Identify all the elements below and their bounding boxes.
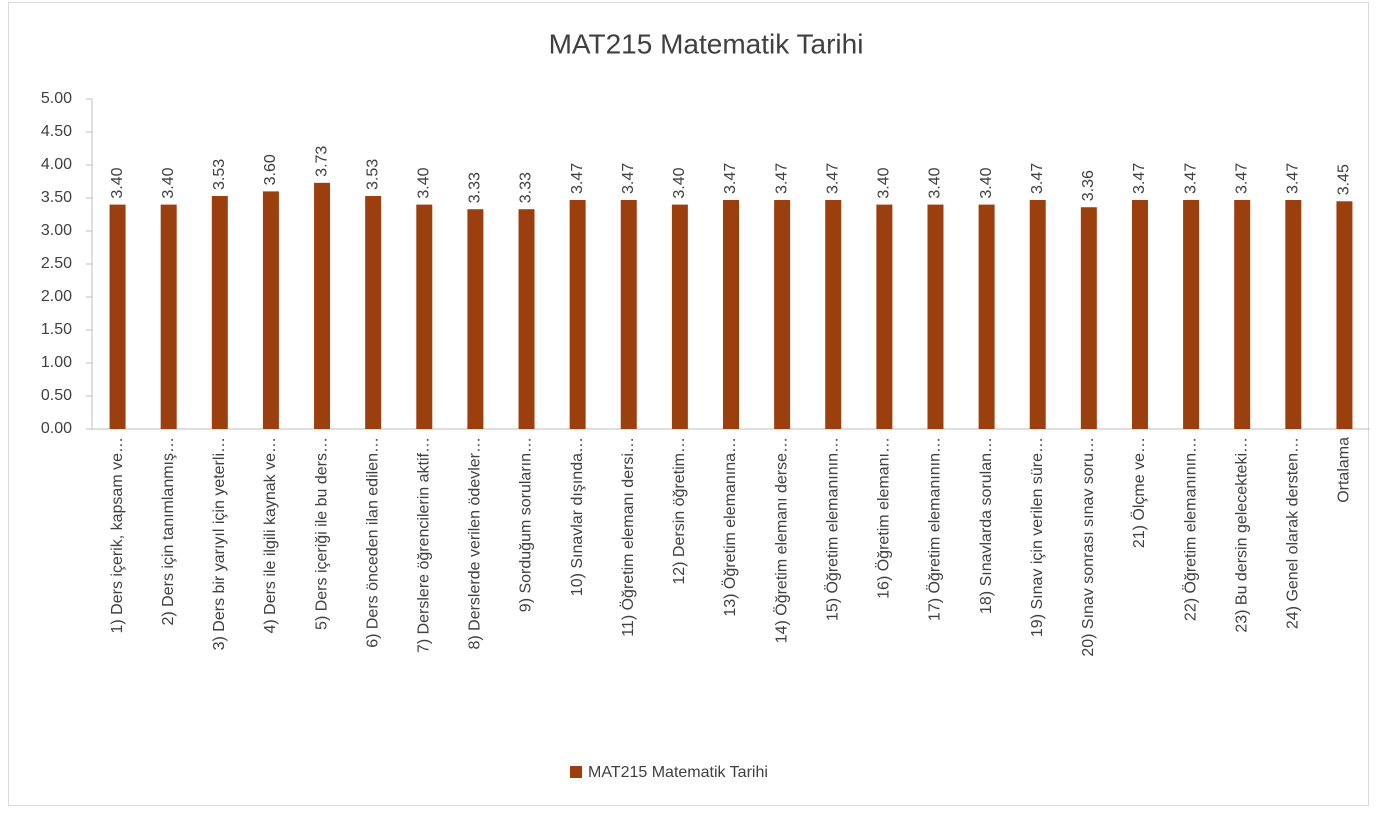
legend-label: MAT215 Matematik Tarihi bbox=[588, 764, 768, 781]
x-tick-label: 16) Öğretim elemanı… bbox=[875, 437, 893, 599]
bar bbox=[211, 196, 228, 429]
x-tick-label: 13) Öğretim elemanına… bbox=[721, 437, 739, 617]
y-tick-label: 4.00 bbox=[41, 156, 72, 173]
y-tick-label: 2.50 bbox=[41, 255, 72, 272]
bar bbox=[467, 209, 484, 429]
x-tick-label: 5) Ders içeriği ile bu ders… bbox=[313, 437, 330, 630]
y-tick-label: 1.50 bbox=[41, 321, 72, 338]
y-tick-label: 0.00 bbox=[41, 420, 72, 437]
bar bbox=[978, 204, 995, 429]
data-label: 3.53 bbox=[211, 159, 228, 190]
bar bbox=[365, 196, 382, 429]
bar bbox=[160, 204, 177, 429]
bar bbox=[1183, 199, 1200, 429]
y-tick-label: 2.00 bbox=[41, 288, 72, 305]
y-tick-label: 5.00 bbox=[41, 90, 72, 107]
x-tick-label: 4) Ders ile ilgili kaynak ve… bbox=[262, 437, 279, 634]
x-tick-label: 22) Öğretim elemanının… bbox=[1181, 437, 1199, 621]
x-tick-label: 21) Ölçme ve… bbox=[1130, 437, 1148, 548]
bar bbox=[876, 204, 893, 429]
bar bbox=[1029, 199, 1046, 429]
x-tick-label: 15) Öğretim elemanının… bbox=[823, 437, 841, 621]
y-tick-label: 3.00 bbox=[41, 222, 72, 239]
data-label: 3.47 bbox=[1285, 163, 1302, 194]
data-label: 3.40 bbox=[109, 167, 126, 198]
x-tick-label: 11) Öğretim elemanı dersi… bbox=[619, 437, 637, 637]
y-tick-label: 4.50 bbox=[41, 123, 72, 140]
bar bbox=[416, 204, 433, 429]
bar bbox=[262, 191, 279, 429]
x-tick-label: 8) Derslerde verilen ödevler… bbox=[467, 437, 484, 650]
bar bbox=[1285, 199, 1302, 429]
x-tick-label: 24) Genel olarak dersten… bbox=[1285, 437, 1302, 629]
x-tick-label: 19) Sınav için verilen süre… bbox=[1029, 437, 1046, 637]
chart-title: MAT215 Matematik Tarihi bbox=[549, 28, 864, 59]
x-tick-label: 18) Sınavlarda sorulan… bbox=[978, 437, 995, 614]
x-tick-label: 3) Ders bir yarıyıl için yeterli… bbox=[211, 437, 228, 650]
data-label: 3.47 bbox=[1131, 163, 1148, 194]
data-label: 3.73 bbox=[313, 146, 330, 177]
x-tick-label: 14) Öğretim elemanı derse… bbox=[772, 437, 790, 643]
data-label: 3.45 bbox=[1336, 164, 1353, 195]
bar bbox=[671, 204, 688, 429]
y-tick-label: 1.00 bbox=[41, 354, 72, 371]
data-label: 3.47 bbox=[722, 163, 739, 194]
bar bbox=[927, 204, 944, 429]
bar bbox=[825, 199, 842, 429]
data-label: 3.47 bbox=[824, 163, 841, 194]
data-label: 3.47 bbox=[569, 163, 586, 194]
x-tick-label: 1) Ders içerik, kapsam ve… bbox=[109, 437, 126, 634]
legend-swatch bbox=[570, 766, 582, 778]
bar bbox=[1080, 207, 1097, 429]
data-label: 3.60 bbox=[262, 154, 279, 185]
data-label: 3.47 bbox=[773, 163, 790, 194]
data-label: 3.33 bbox=[518, 172, 535, 203]
data-label: 3.40 bbox=[671, 167, 688, 198]
bar bbox=[723, 199, 739, 429]
x-tick-label: 12) Dersin öğretim… bbox=[671, 437, 688, 585]
bar bbox=[1234, 199, 1251, 429]
x-tick-label: 7) Derslere öğrencilerin aktif… bbox=[415, 437, 432, 653]
data-label: 3.40 bbox=[415, 167, 432, 198]
bar bbox=[569, 199, 586, 429]
data-label: 3.33 bbox=[467, 172, 484, 203]
x-tick-label: 23) Bu dersin gelecekteki… bbox=[1233, 437, 1250, 633]
data-label: 3.47 bbox=[1233, 163, 1250, 194]
bar bbox=[518, 209, 535, 429]
y-tick-label: 0.50 bbox=[41, 387, 72, 404]
bar bbox=[1336, 201, 1353, 429]
bar bbox=[1131, 199, 1148, 429]
data-label: 3.47 bbox=[620, 163, 637, 194]
bar bbox=[620, 199, 637, 429]
data-label: 3.40 bbox=[160, 167, 177, 198]
data-label: 3.53 bbox=[364, 159, 381, 190]
x-tick-label: 6) Ders önceden ilan edilen… bbox=[364, 437, 381, 648]
data-label: 3.40 bbox=[978, 167, 995, 198]
bar bbox=[109, 204, 126, 429]
data-label: 3.47 bbox=[1029, 163, 1046, 194]
x-tick-label: 20) Sınav sonrası sınav soru… bbox=[1080, 437, 1097, 657]
data-label: 3.40 bbox=[876, 167, 893, 198]
x-tick-label: Ortalama bbox=[1336, 437, 1353, 503]
data-label: 3.47 bbox=[1182, 163, 1199, 194]
x-tick-label: 17) Öğretim elemanının… bbox=[926, 437, 944, 621]
bar bbox=[774, 199, 791, 429]
bar bbox=[314, 182, 331, 429]
data-label: 3.40 bbox=[927, 167, 944, 198]
data-label: 3.36 bbox=[1080, 170, 1097, 201]
x-tick-label: 2) Ders için tanımlanmış… bbox=[160, 437, 177, 626]
x-tick-label: 9) Sorduğum soruların… bbox=[518, 437, 535, 612]
x-tick-label: 10) Sınavlar dışında… bbox=[569, 437, 586, 596]
y-tick-label: 3.50 bbox=[41, 189, 72, 206]
